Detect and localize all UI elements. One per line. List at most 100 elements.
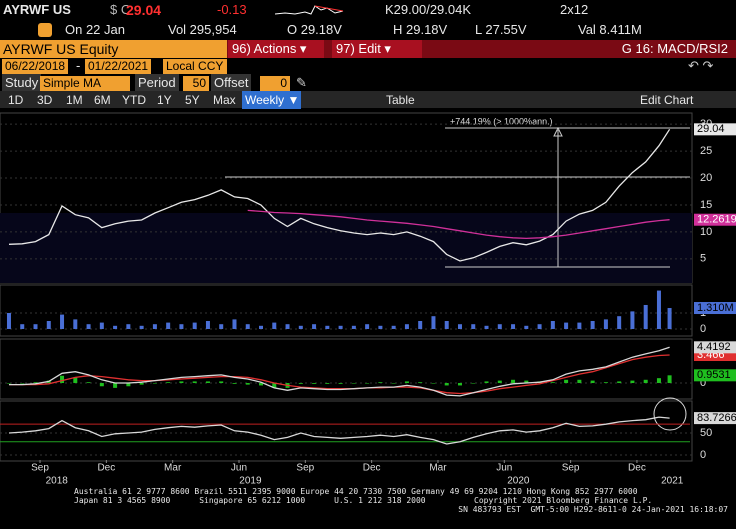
- footer-line: Japan 81 3 4565 8900 Singapore 65 6212 1…: [74, 496, 426, 505]
- bar: [511, 324, 516, 329]
- bar: [272, 322, 277, 329]
- offset-label: Offset: [211, 74, 252, 92]
- bar: [86, 382, 91, 384]
- bar: [643, 304, 648, 329]
- bar: [457, 324, 462, 329]
- bar: [298, 383, 303, 384]
- x-tick-label: Sep: [562, 463, 580, 474]
- range-button[interactable]: Max: [213, 93, 236, 107]
- series-line: [247, 209, 670, 240]
- frequency[interactable]: Weekly ▼: [242, 91, 301, 109]
- bar: [33, 382, 38, 384]
- bar: [298, 325, 303, 329]
- bar: [577, 379, 582, 384]
- value-box: [694, 341, 736, 354]
- bar: [126, 324, 131, 329]
- bar: [603, 382, 608, 384]
- bar: [603, 319, 608, 329]
- bar: [590, 380, 595, 384]
- low: L 27.55V: [475, 22, 527, 37]
- bar: [630, 311, 635, 329]
- bar: [139, 325, 144, 329]
- bar: [404, 324, 409, 329]
- value-box: [694, 123, 736, 136]
- high: H 29.18V: [393, 22, 448, 37]
- undo[interactable]: ↶ ↷: [688, 58, 714, 73]
- bar: [431, 383, 436, 384]
- year-label: 2021: [661, 476, 684, 487]
- bar: [245, 324, 250, 329]
- bar: [312, 324, 317, 329]
- price-band: [0, 213, 692, 283]
- range-button[interactable]: 1Y: [157, 93, 172, 107]
- bar: [391, 325, 396, 329]
- bar: [351, 325, 356, 329]
- bar: [617, 381, 622, 384]
- size: 2x12: [560, 2, 589, 17]
- range-button[interactable]: 3D: [37, 93, 53, 107]
- bar: [179, 324, 184, 329]
- y-tick-label: 0: [700, 449, 706, 461]
- table-button[interactable]: Table: [386, 93, 415, 107]
- ticker: AYRWF US: [3, 2, 71, 17]
- security[interactable]: AYRWF US Equity: [0, 40, 227, 58]
- footer-line: SN 483793 EST GMT-5:00 H292-8611-0 24-Ja…: [458, 505, 728, 514]
- range-button[interactable]: 1D: [8, 93, 24, 107]
- macd-panel: [0, 338, 693, 400]
- value-label: 83.7266: [697, 412, 736, 424]
- bar: [259, 383, 264, 386]
- x-tick-label: Mar: [429, 463, 447, 474]
- bid-ask: K29.00/29.04K: [385, 2, 472, 17]
- bar: [391, 383, 396, 384]
- study-field[interactable]: Simple MA: [40, 76, 130, 91]
- bar: [457, 383, 462, 386]
- bar: [511, 379, 516, 384]
- period-field[interactable]: 50: [183, 76, 209, 91]
- edit-chart[interactable]: Edit Chart: [640, 93, 694, 107]
- highlight-circle: [653, 397, 687, 431]
- range-button[interactable]: YTD: [122, 93, 146, 107]
- bar: [484, 325, 489, 329]
- bar: [20, 383, 25, 384]
- y-tick-label: 50: [700, 427, 712, 439]
- edit-menu[interactable]: 97) Edit ▾: [332, 40, 422, 58]
- x-tick-label: Dec: [97, 463, 115, 474]
- series-line: [9, 354, 670, 395]
- end-date[interactable]: 01/22/2021: [85, 59, 152, 74]
- bar: [497, 324, 502, 329]
- bar: [524, 325, 529, 329]
- x-tick-label: Mar: [164, 463, 182, 474]
- offset-field[interactable]: 0: [260, 76, 290, 91]
- period-label: Period: [135, 74, 179, 92]
- actions-menu[interactable]: 96) Actions ▾: [228, 40, 324, 58]
- value-box: [694, 369, 736, 382]
- bar: [73, 319, 78, 329]
- series-line: [9, 346, 670, 397]
- date-sep: -: [76, 58, 81, 73]
- bar: [667, 308, 672, 329]
- currency: $ C: [110, 2, 131, 17]
- currency-field[interactable]: Local CCY: [163, 59, 227, 74]
- sparkline: [275, 5, 344, 15]
- bar: [524, 380, 529, 384]
- range-button[interactable]: 6M: [94, 93, 111, 107]
- range-button[interactable]: 1M: [66, 93, 83, 107]
- footer-line: Australia 61 2 9777 8600 Brazil 5511 239…: [74, 487, 638, 496]
- bar: [6, 383, 11, 384]
- bar: [497, 380, 502, 384]
- x-tick-label: Sep: [31, 463, 49, 474]
- bar: [537, 324, 542, 329]
- range-bar: [0, 91, 736, 108]
- bar: [418, 320, 423, 329]
- value-traded: Val 8.411M: [578, 22, 642, 37]
- year-label: 2020: [507, 476, 530, 487]
- start-date[interactable]: 06/22/2018: [2, 59, 69, 74]
- x-tick-label: Jun: [496, 463, 512, 474]
- y-tick-label: 10: [700, 226, 712, 238]
- rsi-panel: [0, 400, 693, 462]
- arrow-head: [553, 126, 563, 137]
- pencil[interactable]: ✎: [296, 75, 307, 90]
- range-button[interactable]: 5Y: [185, 93, 200, 107]
- year-label: 2019: [239, 476, 262, 487]
- bar: [219, 324, 224, 329]
